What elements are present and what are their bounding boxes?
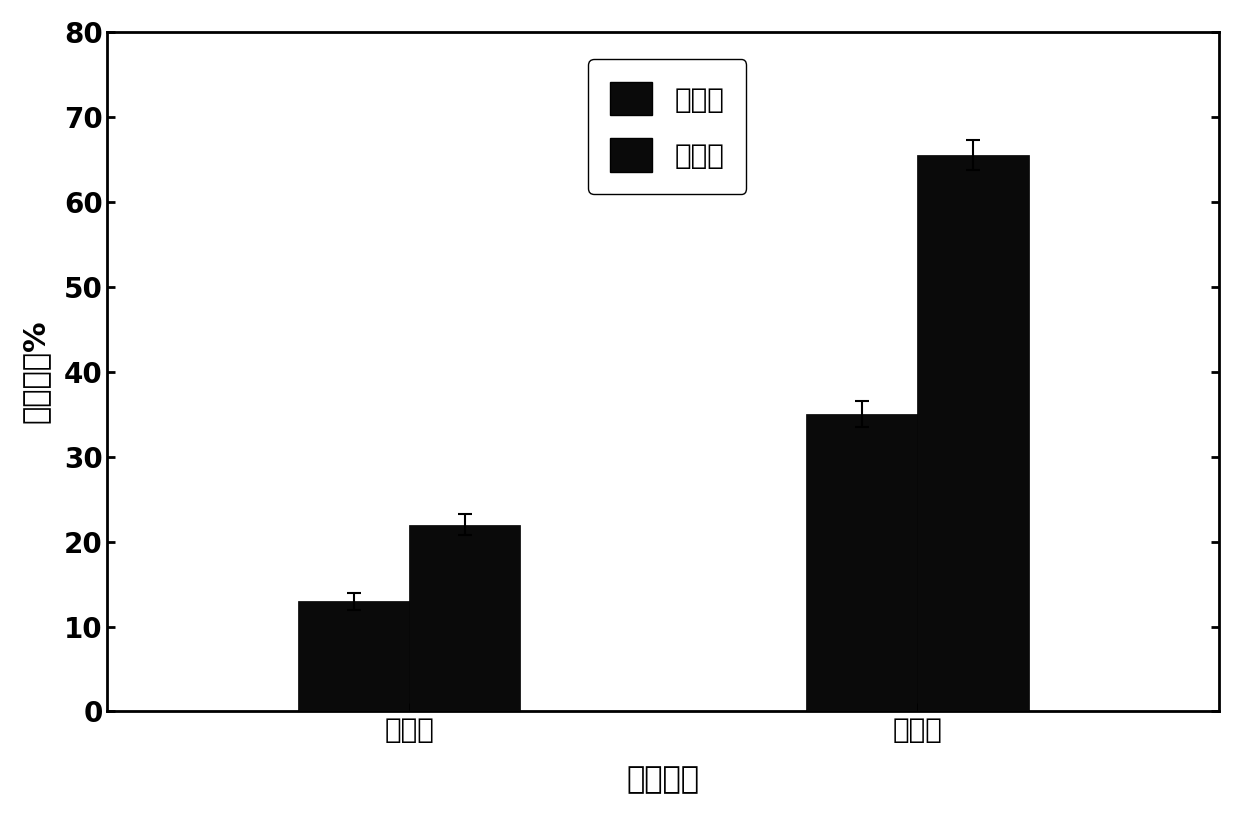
Bar (409, 525, 521, 711)
X-axis label: 玉米秸秆: 玉米秸秆 (626, 765, 699, 794)
Bar (806, 414, 918, 711)
Y-axis label: 糖化率，%: 糖化率，% (21, 319, 50, 424)
Bar (918, 155, 1029, 711)
Bar (298, 601, 409, 711)
Legend: 葡萄糖, 还原糖: 葡萄糖, 还原糖 (588, 59, 746, 194)
